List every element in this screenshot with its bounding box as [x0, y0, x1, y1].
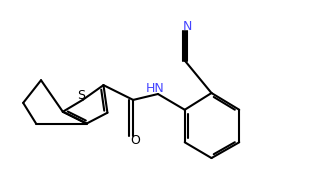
Text: HN: HN [145, 82, 164, 95]
Text: S: S [77, 89, 85, 102]
Text: N: N [183, 20, 193, 33]
Text: O: O [130, 134, 140, 147]
